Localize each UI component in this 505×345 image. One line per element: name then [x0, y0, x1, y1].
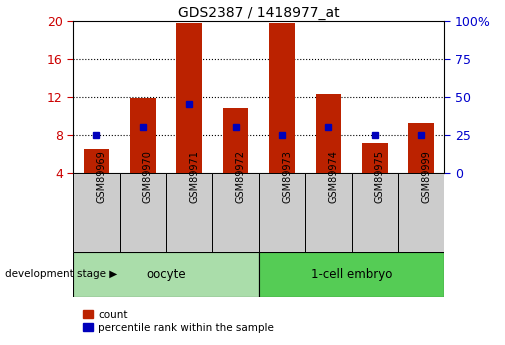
Text: GSM89973: GSM89973 — [282, 150, 292, 203]
Text: oocyte: oocyte — [146, 268, 186, 281]
Bar — [398, 172, 444, 252]
Bar — [259, 252, 444, 297]
Bar — [73, 172, 120, 252]
Bar — [362, 143, 387, 172]
Bar — [176, 23, 202, 172]
Text: GSM89972: GSM89972 — [236, 150, 245, 203]
Bar — [409, 123, 434, 172]
Text: GSM89999: GSM89999 — [421, 150, 431, 203]
Text: GSM89969: GSM89969 — [96, 150, 107, 203]
Text: development stage ▶: development stage ▶ — [5, 269, 117, 279]
Bar — [316, 94, 341, 172]
Bar — [166, 172, 213, 252]
Bar — [223, 108, 248, 172]
Bar — [351, 172, 398, 252]
Text: GSM89975: GSM89975 — [375, 150, 385, 203]
Bar — [73, 252, 259, 297]
Bar — [269, 23, 295, 172]
Text: GSM89971: GSM89971 — [189, 150, 199, 203]
Bar — [305, 172, 351, 252]
Legend: count, percentile rank within the sample: count, percentile rank within the sample — [78, 305, 278, 337]
Text: GSM89974: GSM89974 — [328, 150, 338, 203]
Bar — [120, 172, 166, 252]
Bar — [213, 172, 259, 252]
Text: GSM89970: GSM89970 — [143, 150, 153, 203]
Bar — [130, 98, 156, 172]
Title: GDS2387 / 1418977_at: GDS2387 / 1418977_at — [178, 6, 340, 20]
Bar — [84, 149, 109, 172]
Bar — [259, 172, 305, 252]
Text: 1-cell embryo: 1-cell embryo — [311, 268, 392, 281]
